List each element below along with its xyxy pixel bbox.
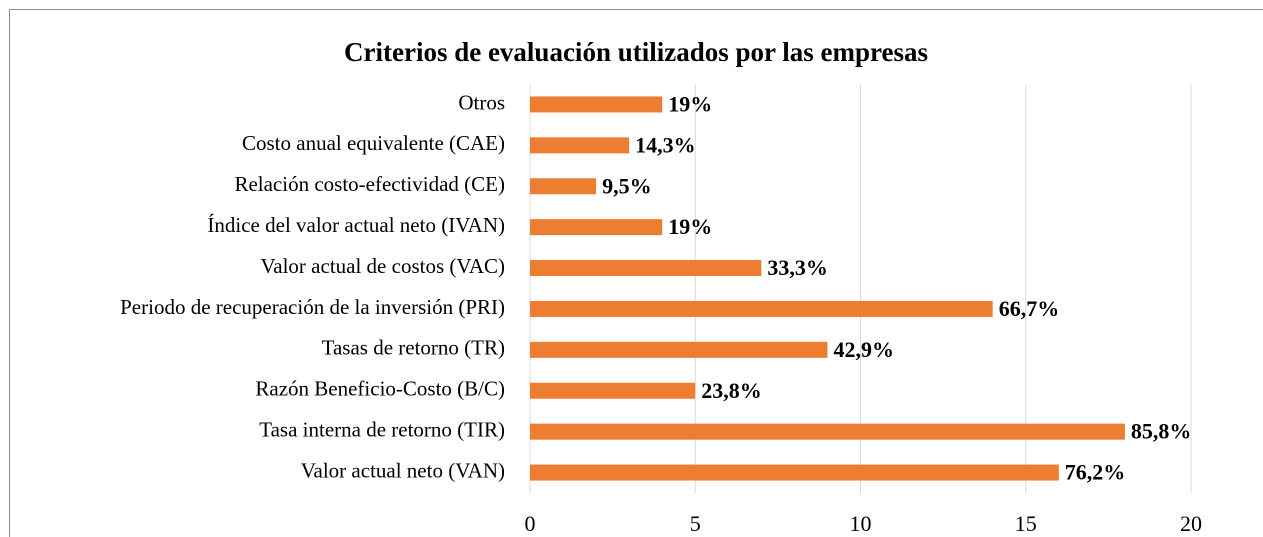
x-tick-label: 5 [690, 511, 701, 536]
bar [530, 341, 828, 358]
y-tick-label: Periodo de recuperación de la inversión … [120, 295, 505, 319]
value-label: 42,9% [833, 337, 894, 362]
y-tick-label: Razón Beneficio-Costo (B/C) [255, 377, 505, 401]
bar [530, 464, 1059, 481]
y-tick-label: Valor actual neto (VAN) [301, 458, 505, 482]
value-label: 66,7% [999, 296, 1059, 321]
value-label: 33,3% [767, 255, 828, 280]
y-tick-label: Índice del valor actual neto (IVAN) [207, 213, 505, 237]
bar [530, 96, 663, 113]
y-tick-label: Otros [458, 90, 505, 114]
value-label: 19% [668, 214, 712, 239]
y-tick-label: Tasa interna de retorno (TIR) [259, 417, 505, 441]
x-tick-label: 20 [1180, 511, 1202, 536]
bar [530, 219, 663, 236]
value-label: 19% [668, 91, 712, 116]
y-tick-label: Tasas de retorno (TR) [322, 336, 505, 360]
y-tick-label: Costo anual equivalente (CAE) [242, 131, 505, 155]
y-tick-label: Relación costo-efectividad (CE) [234, 172, 505, 196]
bar [530, 382, 696, 399]
bar [530, 178, 597, 195]
value-label: 14,3% [635, 132, 696, 157]
value-label: 76,2% [1065, 460, 1126, 485]
value-label: 9,5% [602, 173, 652, 198]
bar [530, 300, 993, 317]
bar [530, 260, 762, 277]
x-tick-label: 10 [850, 511, 872, 536]
x-tick-label: 15 [1015, 511, 1037, 536]
y-tick-label: Valor actual de costos (VAC) [260, 254, 505, 278]
bar [530, 423, 1125, 440]
value-label: 85,8% [1131, 419, 1192, 444]
chart-title: Criterios de evaluación utilizados por l… [344, 37, 928, 67]
x-tick-label: 0 [525, 511, 536, 536]
value-label: 23,8% [701, 378, 762, 403]
bar [530, 137, 630, 154]
